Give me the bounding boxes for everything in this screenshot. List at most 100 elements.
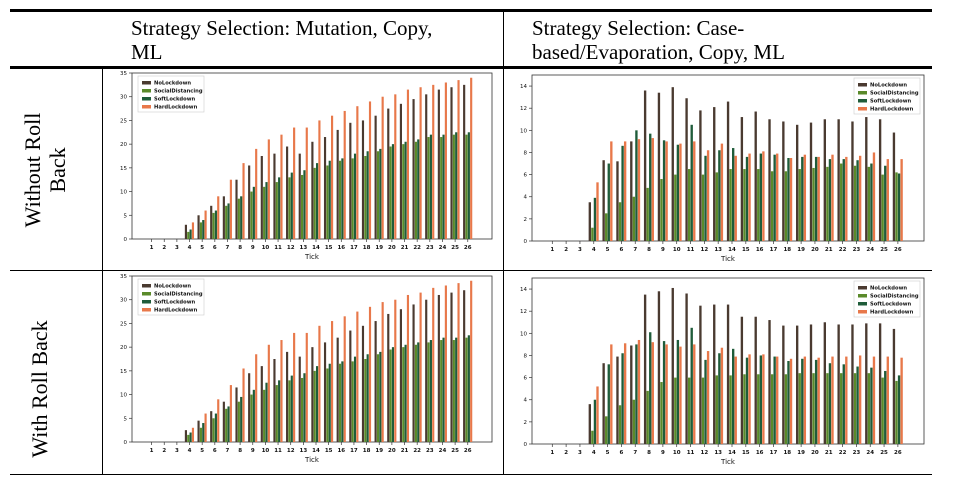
y-tick-label: 0 (524, 239, 528, 245)
bar (842, 159, 845, 241)
row-header-without-rollback: Without Roll Back (20, 70, 76, 270)
bar (293, 127, 296, 239)
bar (212, 212, 215, 239)
bar (214, 210, 217, 239)
bar (391, 347, 395, 442)
x-tick-label: 3 (175, 448, 179, 454)
y-tick-label: 25 (120, 118, 127, 124)
bar (828, 159, 832, 241)
bar (842, 364, 845, 444)
x-tick-label: 13 (300, 245, 308, 251)
x-tick-label: 21 (825, 450, 833, 456)
bar (412, 304, 415, 442)
x-tick-label: 14 (312, 245, 320, 251)
x-tick-label: 8 (238, 448, 242, 454)
bar (812, 167, 815, 241)
bar (881, 377, 884, 444)
bar (374, 115, 377, 239)
bar (330, 321, 334, 442)
bar (812, 373, 815, 444)
bar (366, 151, 369, 239)
legend-swatch (142, 105, 151, 109)
x-tick-label: 7 (633, 450, 637, 456)
bar (591, 227, 594, 241)
bar (870, 367, 873, 444)
bar (303, 170, 306, 239)
bar (693, 141, 696, 241)
bar (886, 159, 889, 241)
x-tick-label: 3 (578, 247, 582, 253)
bar (743, 169, 746, 241)
bar (632, 399, 636, 444)
x-tick-label: 22 (413, 448, 421, 454)
bar (718, 150, 721, 241)
bar (679, 143, 682, 241)
bar (399, 103, 402, 239)
x-tick-label: 14 (728, 247, 736, 253)
bar (323, 137, 327, 239)
bar (338, 160, 342, 239)
x-tick-label: 9 (251, 448, 255, 454)
bar (240, 196, 243, 239)
chart-casebased-without-rollback: 0 2 4 6 8 10 12 14 1 2 3 4 5 6 7 8 9 10 11 12 13 14 15 16 17 18 19… (510, 69, 930, 269)
bar (759, 355, 763, 444)
x-tick-label: 16 (756, 450, 764, 456)
x-tick-label: 24 (866, 450, 874, 456)
bar (425, 94, 428, 239)
bar (326, 368, 329, 442)
chart-mutation-without-rollback: 0 5 10 15 20 25 30 35 1 2 3 4 5 6 7 8 9 10 11 12 13 14 15 16 17 1… (110, 69, 498, 269)
bar (660, 179, 663, 241)
bar (770, 374, 774, 444)
bar (437, 89, 440, 239)
bar (452, 340, 455, 442)
x-tick-label: 19 (797, 247, 805, 253)
table-col-divider-2 (503, 11, 504, 475)
x-tick-label: 18 (783, 450, 791, 456)
x-tick-label: 26 (894, 450, 902, 456)
bar (685, 98, 688, 242)
x-tick-label: 16 (337, 245, 345, 251)
x-tick-label: 25 (880, 247, 888, 253)
bar (406, 89, 410, 239)
bar (389, 349, 392, 442)
bar (379, 148, 382, 239)
bar (649, 332, 652, 444)
bar (729, 169, 732, 241)
bar (676, 144, 680, 241)
bar (596, 182, 599, 241)
table-header-rule (10, 66, 932, 69)
x-tick-label: 11 (687, 247, 695, 253)
chart-casebased-with-rollback: 0 2 4 6 8 10 12 14 1 2 3 4 5 6 7 8 9 10 11 12 13 14 15 16 17 18 19… (510, 272, 930, 472)
table-bottom-rule (10, 474, 932, 475)
bar (845, 356, 848, 444)
x-tick-label: 15 (325, 448, 333, 454)
bar (394, 299, 397, 442)
legend-swatch (858, 294, 867, 298)
bar (795, 124, 799, 241)
bar (607, 364, 610, 444)
bar (687, 169, 691, 241)
bar (187, 231, 190, 239)
bar (235, 179, 238, 239)
bar (197, 420, 200, 442)
bar (425, 299, 428, 442)
x-tick-label: 15 (325, 245, 333, 251)
bar (467, 132, 470, 239)
bar (432, 84, 435, 239)
bar (278, 177, 281, 239)
bar (336, 337, 339, 442)
x-tick-label: 1 (150, 245, 154, 251)
bar (782, 121, 785, 241)
y-tick-label: 20 (120, 345, 127, 351)
x-tick-label: 7 (226, 448, 230, 454)
bar (770, 171, 774, 241)
bar (803, 356, 807, 444)
bar (704, 359, 707, 444)
bar (341, 158, 344, 239)
bar (366, 354, 369, 442)
bar (255, 354, 258, 442)
bar (671, 87, 674, 241)
legend-swatch (142, 81, 151, 85)
bar (693, 344, 696, 444)
